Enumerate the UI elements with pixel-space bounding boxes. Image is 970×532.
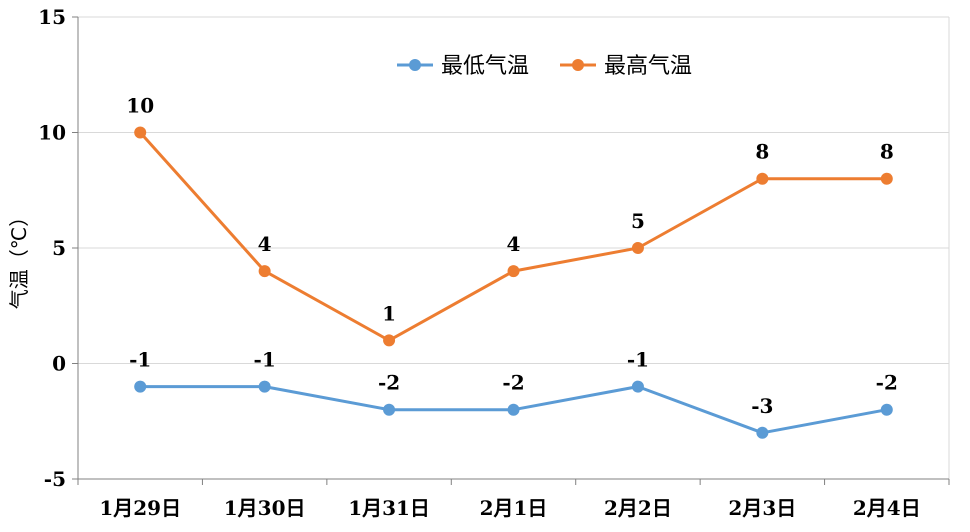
legend-label: 最低气温 — [441, 54, 529, 79]
data-label: 5 — [631, 209, 645, 233]
data-label: 10 — [126, 94, 154, 118]
y-tick-labels: -5 0 5 10 15 — [38, 5, 78, 491]
x-tick-label: 2月2日 — [604, 496, 672, 520]
data-point — [258, 380, 271, 393]
data-point — [134, 380, 147, 393]
x-tick-label: 1月31日 — [348, 496, 430, 520]
x-tick-labels: 1月29日 1月30日 1月31日 2月1日 2月2日 2月3日 2月4日 — [77, 479, 950, 520]
data-point — [880, 172, 893, 185]
data-label: 1 — [382, 301, 396, 325]
data-label: -2 — [502, 371, 524, 395]
x-tick-label: 2月4日 — [853, 496, 921, 520]
y-tick-label: 0 — [52, 352, 66, 376]
legend-swatch-marker — [572, 59, 584, 71]
data-point — [134, 126, 147, 139]
data-label: -2 — [876, 371, 898, 395]
data-point — [880, 403, 893, 416]
series — [134, 126, 893, 439]
x-tick-label: 1月29日 — [99, 496, 181, 520]
data-label: -2 — [378, 371, 400, 395]
data-label: -1 — [627, 348, 649, 372]
data-point — [383, 334, 396, 347]
data-point — [507, 403, 520, 416]
legend-swatch-marker — [409, 59, 421, 71]
data-point — [756, 426, 769, 439]
data-point — [631, 380, 644, 393]
data-label: -1 — [254, 348, 276, 372]
legend-label: 最高气温 — [604, 54, 692, 79]
y-tick-label: 15 — [38, 5, 66, 29]
x-tick-label: 2月3日 — [728, 496, 796, 520]
y-axis-title: 气温（℃） — [7, 207, 31, 309]
data-point — [383, 403, 396, 416]
data-label: 8 — [880, 140, 894, 164]
data-point — [631, 242, 644, 254]
data-point — [258, 265, 271, 278]
x-tick-label: 1月30日 — [224, 496, 306, 520]
data-label: 8 — [755, 140, 769, 164]
data-point — [507, 265, 520, 278]
y-tick-label: -5 — [44, 467, 66, 491]
y-tick-label: 5 — [52, 236, 66, 260]
y-tick-label: 10 — [38, 121, 66, 145]
x-tick-label: 2月1日 — [480, 496, 548, 520]
data-label: -3 — [751, 394, 773, 418]
data-labels: -1 -1 -2 -2 -1 -3 -2 10 4 1 4 5 8 8 — [126, 94, 898, 418]
data-label: 4 — [258, 232, 272, 256]
legend: 最低气温 最高气温 — [397, 54, 692, 79]
data-label: -1 — [129, 348, 151, 372]
data-point — [756, 172, 769, 185]
data-label: 4 — [507, 232, 521, 256]
